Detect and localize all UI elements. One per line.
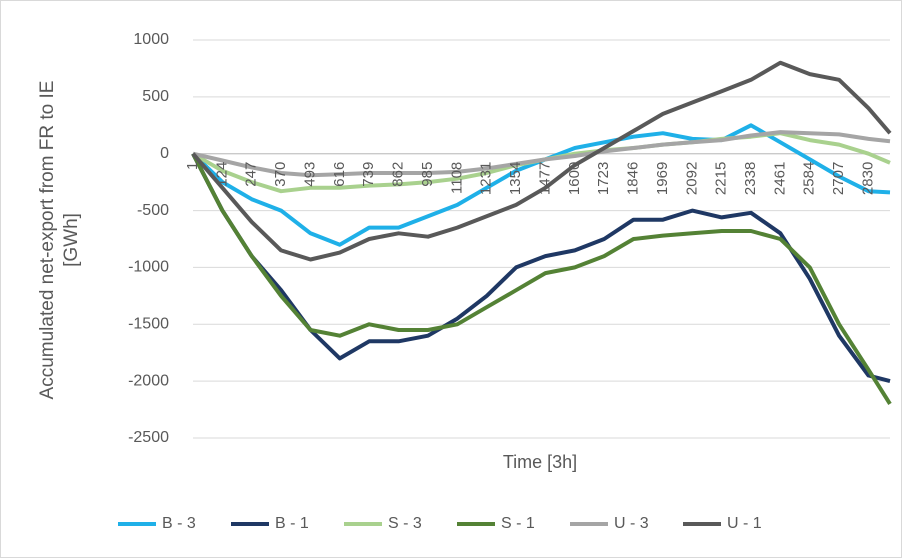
legend-label: U - 1 bbox=[727, 515, 762, 532]
x-tick-label: 124 bbox=[213, 162, 230, 187]
legend-label: B - 3 bbox=[162, 515, 196, 532]
y-tick-label: -2000 bbox=[128, 372, 169, 389]
x-tick-label: 2830 bbox=[859, 162, 876, 195]
series-line bbox=[192, 130, 891, 178]
legend-label: U - 3 bbox=[614, 515, 649, 532]
x-tick-label: 1600 bbox=[566, 162, 583, 195]
x-tick-label: 2338 bbox=[742, 162, 759, 195]
legend-label: B - 1 bbox=[275, 515, 309, 532]
x-tick-label: 2584 bbox=[801, 162, 818, 195]
y-tick-label: 0 bbox=[160, 145, 169, 162]
legend-label: S - 3 bbox=[388, 515, 422, 532]
series-line bbox=[191, 152, 892, 405]
x-tick-label: 1354 bbox=[507, 162, 524, 195]
x-tick-label: 616 bbox=[331, 162, 348, 187]
x-tick-label: 985 bbox=[419, 162, 436, 187]
x-tick-label: 1108 bbox=[448, 162, 465, 194]
x-tick-label: 1846 bbox=[625, 162, 642, 195]
legend-label: S - 1 bbox=[501, 515, 535, 532]
y-tick-label: -2500 bbox=[128, 429, 169, 446]
x-tick-label: 2092 bbox=[683, 162, 700, 195]
x-tick-label: 1 bbox=[184, 162, 201, 170]
x-tick-label: 862 bbox=[390, 162, 407, 187]
x-tick-label: 739 bbox=[360, 162, 377, 187]
x-tick-label: 1231 bbox=[478, 162, 495, 195]
x-tick-label: 1969 bbox=[654, 162, 671, 195]
y-tick-label: -1000 bbox=[128, 259, 169, 276]
y-tick-label: 500 bbox=[142, 88, 169, 105]
x-tick-label: 370 bbox=[272, 162, 289, 187]
x-axis-title: Time [3h] bbox=[503, 452, 577, 472]
y-tick-label: 1000 bbox=[133, 31, 169, 48]
x-tick-label: 1477 bbox=[536, 162, 553, 195]
y-tick-label: -1500 bbox=[128, 316, 169, 333]
x-tick-label: 247 bbox=[243, 162, 260, 187]
x-tick-label: 493 bbox=[301, 162, 318, 187]
x-tick-label: 2215 bbox=[713, 162, 730, 195]
x-tick-label: 2461 bbox=[771, 162, 788, 195]
x-tick-label: 2707 bbox=[830, 162, 847, 195]
x-tick-label: 1723 bbox=[595, 162, 612, 195]
y-tick-label: -500 bbox=[137, 202, 169, 219]
series-line bbox=[191, 60, 892, 262]
y-axis-title: Accumulated net-export from FR to IE [GWh… bbox=[37, 81, 82, 400]
